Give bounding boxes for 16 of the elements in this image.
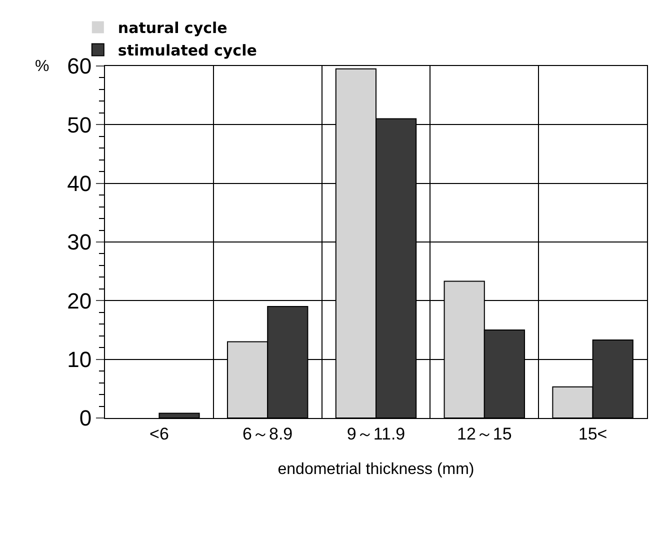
- y-tick-label: 20: [67, 288, 92, 314]
- y-tick-label: 40: [67, 171, 92, 196]
- x-axis-title: endometrial thickness (mm): [278, 461, 474, 478]
- x-tick-label: 9～11.9: [346, 424, 406, 444]
- y-axis-title: %: [35, 58, 50, 75]
- x-tick-label: 15<: [578, 424, 608, 444]
- x-tick-label: 6～8.9: [242, 424, 293, 444]
- y-tick-label: 0: [79, 406, 92, 431]
- legend-label: stimulated cycle: [118, 42, 257, 60]
- y-tick-label: 50: [67, 112, 92, 138]
- x-tick-label: <6: [150, 424, 169, 444]
- y-tick-label: 10: [67, 347, 92, 372]
- y-tick-label: 60: [67, 54, 92, 79]
- legend-label: natural cycle: [118, 19, 228, 38]
- x-tick-label: 12～15: [456, 424, 512, 444]
- y-tick-label: 30: [67, 230, 92, 255]
